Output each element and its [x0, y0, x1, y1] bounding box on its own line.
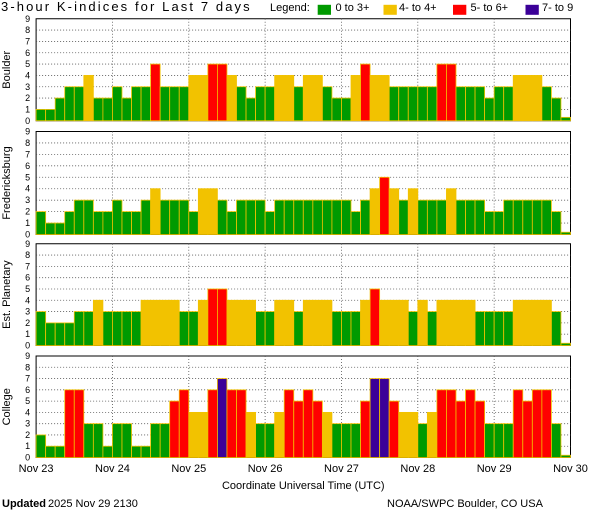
svg-text:Nov 28: Nov 28: [400, 463, 435, 475]
svg-text:5: 5: [25, 59, 30, 69]
svg-text:7: 7: [25, 374, 30, 384]
svg-text:8: 8: [25, 25, 30, 35]
svg-text:8: 8: [25, 138, 30, 148]
svg-text:9: 9: [25, 351, 30, 361]
svg-text:4: 4: [25, 184, 30, 194]
svg-text:0: 0: [25, 116, 30, 126]
svg-text:3: 3: [25, 195, 30, 205]
svg-text:3: 3: [25, 419, 30, 429]
svg-text:2: 2: [25, 93, 30, 103]
svg-text:9: 9: [25, 14, 30, 24]
svg-text:Est. Planetary: Est. Planetary: [1, 260, 13, 329]
svg-text:8: 8: [25, 250, 30, 260]
svg-text:7: 7: [25, 261, 30, 271]
svg-text:3: 3: [25, 82, 30, 92]
svg-text:4- to 4+: 4- to 4+: [399, 2, 437, 14]
svg-text:4: 4: [25, 70, 30, 80]
svg-text:6: 6: [25, 273, 30, 283]
svg-text:Nov 27: Nov 27: [324, 463, 359, 475]
svg-text:1: 1: [25, 441, 30, 451]
svg-text:9: 9: [25, 127, 30, 137]
svg-text:2: 2: [25, 207, 30, 217]
svg-text:Updated: Updated: [2, 498, 46, 510]
svg-text:6: 6: [25, 161, 30, 171]
svg-text:1: 1: [25, 104, 30, 114]
svg-text:7: 7: [25, 149, 30, 159]
svg-text:Nov 29: Nov 29: [477, 463, 512, 475]
svg-text:NOAA/SWPC Boulder, CO USA: NOAA/SWPC Boulder, CO USA: [387, 498, 544, 510]
svg-text:6: 6: [25, 385, 30, 395]
svg-text:1: 1: [25, 329, 30, 339]
svg-text:0 to 3+: 0 to 3+: [336, 2, 370, 14]
svg-text:Nov 24: Nov 24: [95, 463, 130, 475]
svg-text:0: 0: [25, 453, 30, 463]
svg-text:2025 Nov 29 2130: 2025 Nov 29 2130: [48, 498, 138, 510]
svg-text:5- to 6+: 5- to 6+: [471, 2, 509, 14]
svg-text:Nov 30: Nov 30: [553, 463, 588, 475]
svg-text:7- to 9: 7- to 9: [542, 2, 573, 14]
svg-text:Fredericksburg: Fredericksburg: [1, 146, 13, 219]
svg-text:6: 6: [25, 48, 30, 58]
svg-text:4: 4: [25, 295, 30, 305]
svg-text:3: 3: [25, 307, 30, 317]
svg-text:3-hour K-indices for Last 7 da: 3-hour K-indices for Last 7 days: [1, 0, 252, 14]
svg-text:5: 5: [25, 396, 30, 406]
svg-text:College: College: [1, 388, 13, 425]
svg-text:Nov 23: Nov 23: [19, 463, 54, 475]
svg-text:Nov 26: Nov 26: [248, 463, 283, 475]
svg-text:7: 7: [25, 36, 30, 46]
svg-text:Boulder: Boulder: [1, 50, 13, 88]
svg-text:5: 5: [25, 284, 30, 294]
svg-text:Coordinate Universal Time (UTC: Coordinate Universal Time (UTC): [222, 480, 385, 492]
svg-text:5: 5: [25, 172, 30, 182]
svg-text:2: 2: [25, 318, 30, 328]
svg-text:8: 8: [25, 362, 30, 372]
svg-text:Legend:: Legend:: [270, 2, 310, 14]
svg-text:9: 9: [25, 239, 30, 249]
svg-text:0: 0: [25, 341, 30, 351]
svg-text:1: 1: [25, 218, 30, 228]
svg-text:2: 2: [25, 430, 30, 440]
svg-text:4: 4: [25, 407, 30, 417]
svg-text:Nov 25: Nov 25: [171, 463, 206, 475]
